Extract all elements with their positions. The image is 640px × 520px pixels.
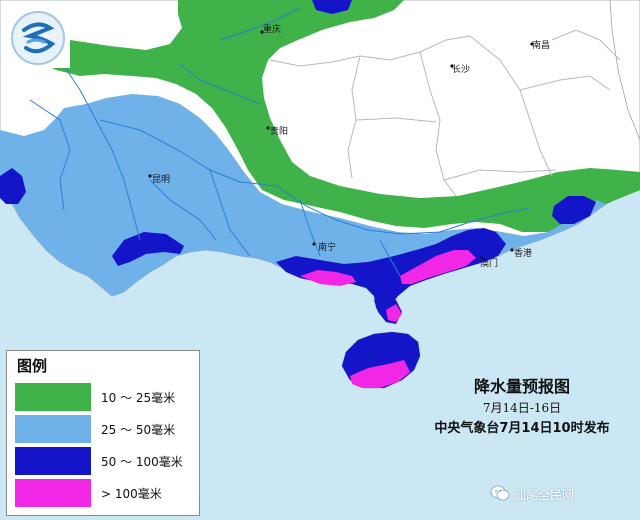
river-5 — [209, 169, 251, 257]
city-marker-kunming — [148, 174, 152, 178]
precip-band-50-100-coast — [276, 228, 506, 314]
precip-band-10-25 — [36, 0, 640, 232]
city-label-kunming: 昆明 — [152, 175, 171, 185]
river-3 — [179, 63, 261, 105]
precip-band-50-100-north — [312, 0, 352, 14]
river-11 — [379, 239, 401, 277]
border-7 — [551, 29, 621, 61]
legend-label-100-plus: > 100毫米 — [101, 487, 162, 501]
legend-label-25-50: 25 ～ 50毫米 — [101, 423, 176, 437]
province-borders — [269, 29, 621, 197]
legend-swatch-100-plus — [15, 479, 91, 507]
city-marker-chongqing — [260, 30, 264, 34]
city-label-changsha: 长沙 — [452, 65, 471, 75]
city-marker-nanning — [312, 242, 316, 246]
river-2 — [99, 119, 277, 187]
city-markers — [148, 30, 534, 260]
legend-title: 图例 — [17, 357, 48, 375]
border-1 — [269, 35, 471, 67]
city-label-macau: 澳门 — [480, 259, 499, 269]
precip-band-50-100-east — [552, 196, 596, 224]
precip-band-100-hainan — [350, 360, 410, 388]
legend-swatch-10-25 — [15, 383, 91, 411]
legend-label-50-100: 50 ～ 100毫米 — [101, 455, 183, 469]
city-label-nanning: 南宁 — [318, 243, 337, 253]
legend-item-50-100: 50 ～ 100毫米 — [15, 447, 195, 475]
river-1 — [59, 59, 141, 241]
legend-swatch-25-50 — [15, 415, 91, 443]
river-7 — [439, 207, 531, 233]
city-marker-macau — [480, 256, 484, 260]
border-5 — [519, 75, 611, 91]
precip-band-100-leizhou — [386, 304, 402, 322]
legend-item-100-plus: > 100毫米 — [15, 479, 195, 507]
watermark-text: 汕尾全民网 — [514, 488, 575, 502]
city-label-guiyang: 贵阳 — [270, 127, 289, 137]
border-6 — [443, 169, 557, 181]
city-label-chongqing: 重庆 — [263, 25, 282, 35]
border-4 — [469, 35, 553, 177]
border-3 — [419, 51, 457, 197]
wechat-icon — [490, 485, 510, 501]
rivers-borders — [29, 7, 531, 277]
map-title-block: 降水量预报图 7月14日-16日 中央气象台7月14日10时发布 — [408, 376, 636, 440]
city-marker-hongkong — [510, 248, 514, 252]
precip-band-100-guangxi — [300, 270, 356, 286]
river-4 — [219, 7, 301, 41]
city-label-nanchang: 南昌 — [532, 41, 551, 51]
map-legend: 图例 10 ～ 25毫米 25 ～ 50毫米 50 ～ 100毫米 > 100毫… — [6, 350, 200, 516]
map-date-range: 7月14日-16日 — [482, 401, 562, 415]
city-marker-guiyang — [266, 126, 270, 130]
legend-item-10-25: 10 ～ 25毫米 — [15, 383, 195, 411]
river-9 — [149, 179, 217, 241]
weather-logo-icon — [6, 8, 70, 68]
eastern-coast — [609, 0, 640, 141]
precip-band-100-coast — [400, 250, 476, 284]
precip-band-50-100-yunnan — [112, 232, 184, 266]
river-8 — [29, 99, 71, 211]
precip-band-50-100-west — [0, 168, 26, 204]
city-marker-nanchang — [530, 42, 534, 46]
legend-swatch-50-100 — [15, 447, 91, 475]
legend-item-25-50: 25 ～ 50毫米 — [15, 415, 195, 443]
legend-label-10-25: 10 ～ 25毫米 — [101, 391, 176, 405]
map-issuer: 中央气象台7月14日10时发布 — [434, 421, 610, 436]
map-title: 降水量预报图 — [473, 377, 570, 396]
city-marker-changsha — [450, 64, 454, 68]
city-label-hongkong: 香港 — [514, 249, 533, 259]
border-8 — [355, 117, 437, 123]
river-10 — [299, 199, 321, 257]
